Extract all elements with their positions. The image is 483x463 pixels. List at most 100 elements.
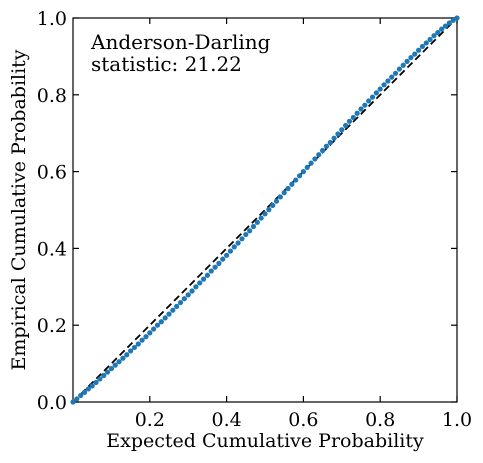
data-point: [427, 36, 433, 43]
data-point: [104, 369, 111, 375]
data-point: [239, 236, 245, 242]
data-point: [120, 355, 126, 361]
reference-diagonal-line: [72, 17, 458, 403]
data-point: [231, 244, 237, 250]
data-point: [189, 288, 195, 294]
data-point: [70, 399, 76, 405]
data-point: [385, 78, 391, 84]
data-point: [308, 160, 314, 166]
data-point: [139, 337, 145, 343]
data-point: [339, 127, 345, 133]
data-point: [143, 334, 149, 340]
data-point: [412, 51, 418, 57]
data-point: [419, 43, 426, 50]
data-point: [131, 344, 138, 351]
data-point: [174, 303, 180, 309]
data-point: [381, 82, 387, 88]
x-tick-label: 0.2: [135, 409, 165, 431]
data-point: [277, 194, 283, 200]
annotation-line-2: statistic: 21.22: [91, 52, 242, 76]
data-point: [454, 15, 460, 21]
x-axis-label: Expected Cumulative Probability: [106, 430, 424, 452]
data-points: [70, 15, 460, 405]
data-point: [335, 131, 341, 137]
data-point: [243, 231, 249, 238]
data-point: [304, 164, 310, 170]
data-point: [74, 396, 80, 402]
data-point: [151, 326, 157, 332]
data-point: [262, 211, 268, 217]
data-point: [258, 215, 264, 221]
data-point: [124, 352, 130, 358]
data-point: [327, 139, 333, 146]
annotation-line-1: Anderson-Darling: [90, 30, 271, 54]
data-point: [147, 330, 153, 336]
data-point: [350, 114, 356, 121]
data-point: [296, 173, 303, 179]
data-point: [362, 102, 368, 108]
data-point: [366, 98, 372, 104]
plot-frame: [72, 17, 458, 403]
data-point: [78, 392, 84, 399]
data-point: [435, 29, 441, 36]
data-point: [185, 292, 191, 298]
data-point: [208, 268, 214, 274]
data-point: [227, 248, 234, 254]
data-point: [224, 252, 230, 258]
data-point: [135, 341, 141, 347]
data-point: [200, 276, 207, 282]
x-tick-label: 0.4: [211, 409, 241, 431]
data-point: [216, 260, 222, 266]
y-tick-label: 0.6: [37, 162, 67, 184]
data-point: [220, 256, 226, 262]
x-tick-label: 1.0: [442, 409, 472, 431]
data-point: [316, 152, 322, 158]
data-point: [331, 135, 337, 141]
data-point: [154, 322, 161, 328]
data-point: [162, 315, 168, 321]
y-axis-label: Empirical Cumulative Probability: [8, 49, 30, 370]
data-point: [323, 143, 330, 149]
data-point: [450, 17, 456, 23]
y-tick-label: 0.8: [37, 85, 67, 107]
x-tick-label: 0.8: [365, 409, 395, 431]
data-point: [373, 90, 379, 96]
data-point: [431, 33, 437, 39]
data-point: [101, 372, 107, 379]
data-point: [442, 23, 449, 29]
data-point: [81, 389, 88, 395]
data-point: [108, 365, 114, 372]
data-point: [170, 307, 176, 313]
data-point: [177, 299, 184, 306]
data-point: [369, 94, 376, 100]
y-tick-label: 0.2: [37, 315, 67, 337]
data-point: [116, 359, 122, 365]
data-point: [320, 147, 326, 154]
data-point: [254, 219, 260, 225]
data-point: [300, 169, 306, 175]
data-point: [197, 280, 203, 286]
data-point: [408, 54, 414, 61]
data-point: [416, 47, 422, 53]
data-point: [446, 20, 452, 26]
axis-tick-labels: 0.2 0.4 0.6 0.8 1.0 0.0 0.2 0.4 0.6 0.8 1.0: [37, 8, 472, 431]
data-point: [266, 207, 272, 213]
x-tick-label: 0.6: [288, 409, 318, 431]
y-tick-label: 0.0: [37, 392, 67, 414]
data-point: [235, 240, 241, 246]
y-tick-label: 1.0: [37, 8, 67, 30]
data-point: [181, 296, 187, 302]
data-point: [293, 177, 299, 183]
data-point: [166, 311, 172, 317]
y-tick-label: 0.4: [37, 238, 67, 260]
data-point: [93, 379, 99, 386]
data-point: [212, 264, 218, 270]
data-point: [400, 62, 406, 68]
data-point: [343, 122, 349, 129]
data-point: [354, 110, 360, 116]
data-point: [312, 156, 318, 162]
data-point: [247, 228, 253, 234]
data-point: [404, 58, 410, 64]
data-point: [158, 319, 164, 325]
